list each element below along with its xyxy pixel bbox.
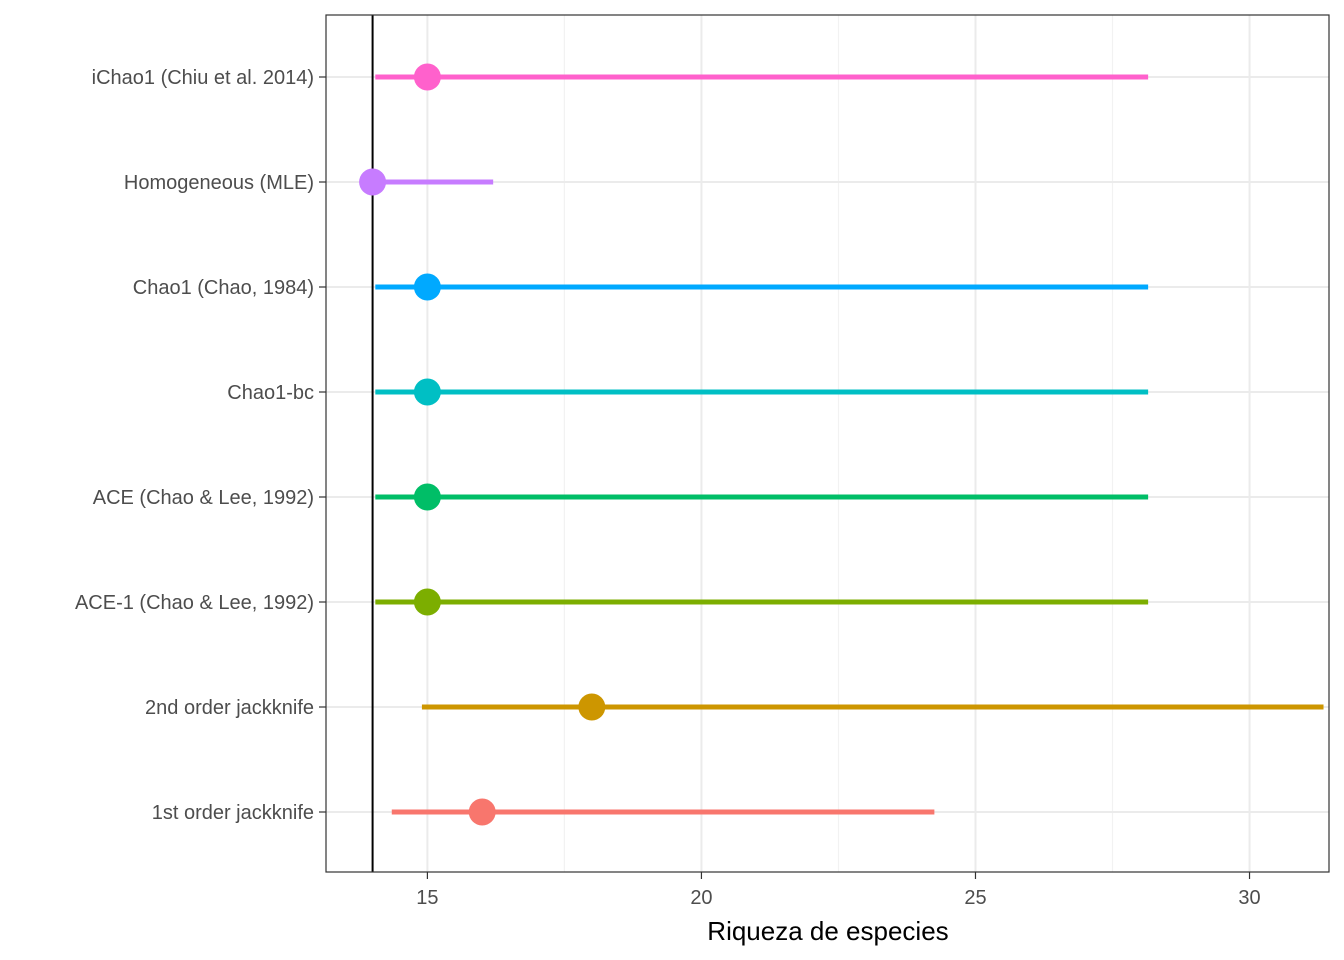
estimate-point [468, 798, 496, 826]
estimate-point [413, 378, 441, 406]
y-tick-label: ACE (Chao & Lee, 1992) [93, 487, 314, 509]
x-tick-label: 15 [416, 887, 438, 909]
y-tick-label: Chao1 (Chao, 1984) [133, 277, 314, 299]
y-tick-label: Chao1-bc [227, 382, 314, 404]
panel-border [325, 14, 1330, 873]
y-tick-label: ACE-1 (Chao & Lee, 1992) [75, 592, 314, 614]
y-tick-label: 2nd order jackknife [145, 697, 314, 719]
estimate-point [413, 588, 441, 616]
estimate-point [413, 483, 441, 511]
x-tick-label: 20 [690, 887, 712, 909]
x-tick-label: 25 [964, 887, 986, 909]
marks-layer [359, 63, 1324, 826]
estimate-point [413, 273, 441, 301]
grid-layer [326, 15, 1329, 872]
y-tick-label: Homogeneous (MLE) [124, 172, 314, 194]
estimate-point [578, 693, 606, 721]
y-tick-label: 1st order jackknife [152, 802, 314, 824]
estimate-point [413, 63, 441, 91]
x-tick-label: 30 [1238, 887, 1260, 909]
y-tick-label: iChao1 (Chiu et al. 2014) [92, 67, 314, 89]
estimate-point [359, 168, 387, 196]
axes-layer: 1st order jackknife 2nd order jackknife AC… [75, 14, 1330, 909]
x-axis-title: Riqueza de especies [707, 916, 948, 946]
